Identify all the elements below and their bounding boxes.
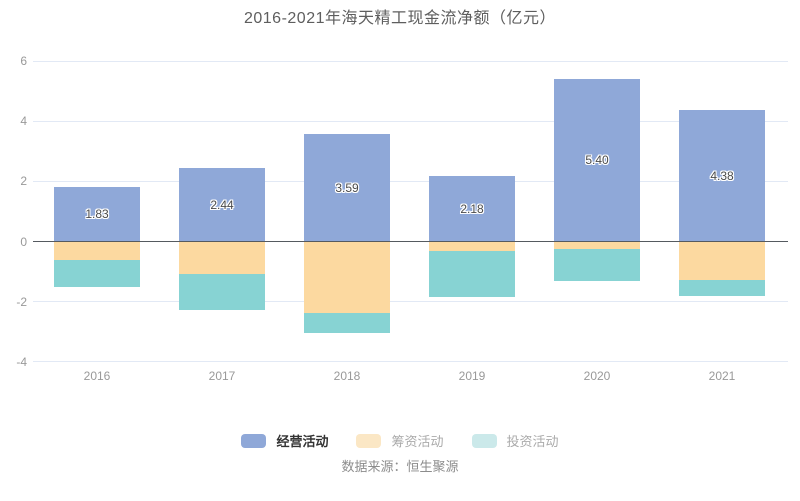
grid-line (33, 301, 788, 303)
y-tick-label: 4 (20, 114, 27, 129)
bar-investing-2017[interactable] (179, 273, 265, 310)
bar-operating-2018[interactable] (304, 133, 390, 242)
bar-operating-2021[interactable] (679, 109, 765, 242)
x-tick-label: 2020 (583, 369, 611, 383)
y-tick-label: -2 (16, 294, 27, 309)
bar-value-label: 3.59 (335, 180, 359, 195)
bar-financing-2016[interactable] (54, 241, 140, 260)
bar-financing-2020[interactable] (554, 241, 640, 250)
bar-investing-2019[interactable] (429, 251, 515, 298)
x-tick-label: 2016 (83, 369, 111, 383)
legend-label-investing: 投资活动 (506, 434, 559, 449)
bar-value-label: 2.44 (210, 197, 234, 212)
bar-investing-2020[interactable] (554, 249, 640, 281)
bar-investing-2016[interactable] (54, 259, 140, 287)
x-tick-label: 2018 (333, 369, 361, 383)
chart-title: 2016-2021年海天精工现金流净额（亿元） (243, 10, 557, 27)
bar-value-label: 2.18 (460, 201, 484, 216)
legend-swatch-operating (241, 433, 267, 448)
bar-financing-2018[interactable] (304, 241, 390, 314)
y-tick-label: -4 (16, 354, 27, 369)
legend-label-financing: 筹资活动 (391, 434, 444, 449)
legend-swatch-financing (356, 433, 382, 448)
bar-financing-2017[interactable] (179, 241, 265, 274)
grid-line (33, 60, 788, 62)
legend-label-operating: 经营活动 (276, 434, 329, 449)
bar-operating-2019[interactable] (429, 175, 515, 242)
y-tick-label: 2 (20, 174, 27, 189)
x-axis-zero-line (33, 241, 788, 242)
bar-financing-2019[interactable] (429, 241, 515, 252)
bar-value-label: 4.38 (710, 168, 734, 183)
bar-investing-2021[interactable] (679, 279, 765, 297)
bar-value-label: 5.40 (585, 153, 609, 168)
bar-investing-2018[interactable] (304, 313, 390, 334)
bar-operating-2020[interactable] (554, 79, 640, 242)
grid-line (33, 120, 788, 122)
x-tick-label: 2019 (458, 369, 486, 383)
bar-operating-2017[interactable] (179, 168, 265, 242)
legend-item-financing[interactable]: 筹资活动 (356, 431, 444, 450)
grid-line (33, 361, 788, 363)
legend-swatch-investing (471, 433, 497, 448)
data-source: 数据来源：恒生聚源 (341, 459, 459, 474)
bar-financing-2021[interactable] (679, 241, 765, 280)
legend: 经营活动 筹资活动 投资活动 (0, 431, 800, 450)
bar-value-label: 1.83 (85, 207, 109, 221)
x-tick-label: 2021 (708, 369, 736, 383)
grid-line (33, 180, 788, 182)
legend-item-operating[interactable]: 经营活动 (241, 431, 328, 450)
legend-item-investing[interactable]: 投资活动 (471, 431, 559, 450)
y-tick-label: 6 (20, 54, 27, 69)
y-tick-label: 0 (20, 234, 27, 249)
x-tick-label: 2017 (208, 369, 236, 383)
bar-operating-2016[interactable] (54, 186, 140, 242)
